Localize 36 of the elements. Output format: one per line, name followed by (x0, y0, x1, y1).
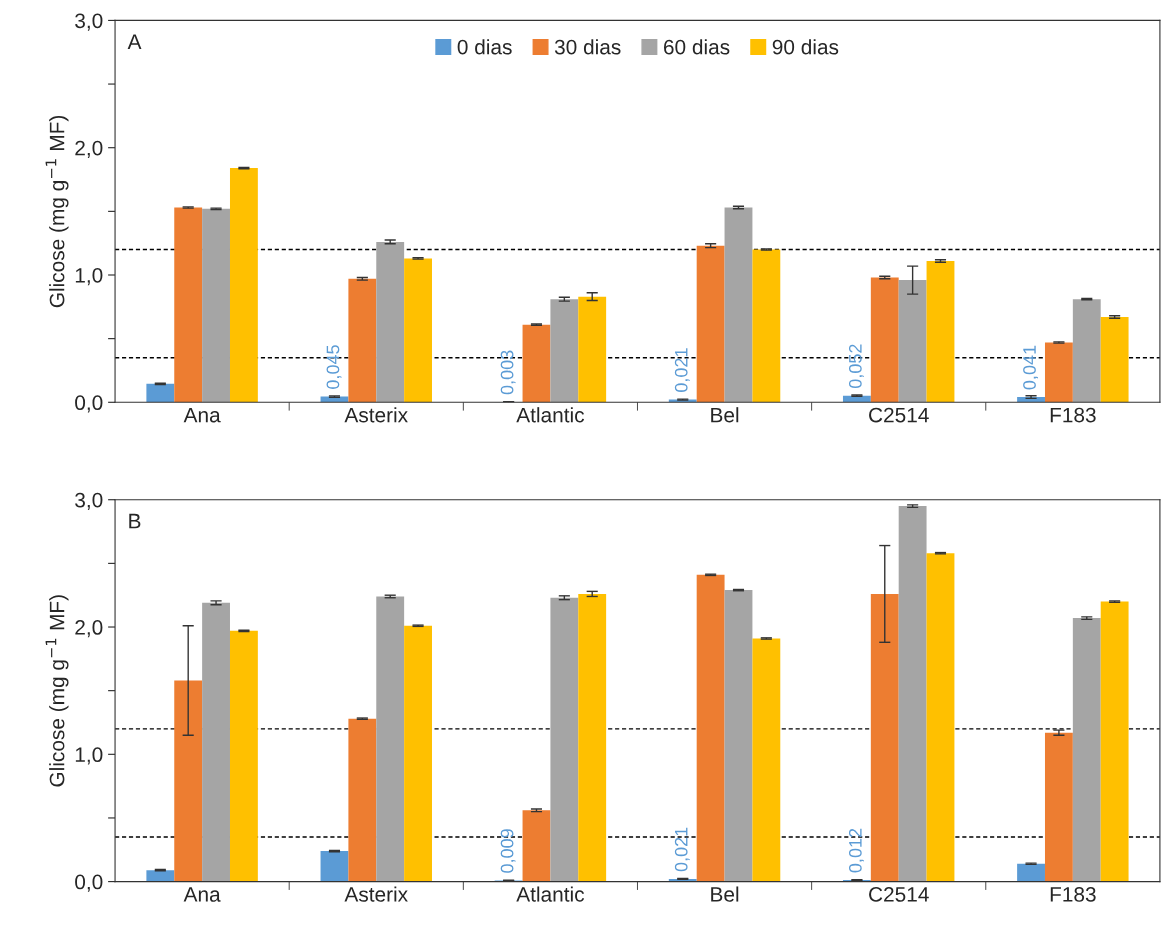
annotation: B (129, 513, 141, 529)
x-tick-label: F183 (1050, 887, 1096, 902)
y-tick-label: 3,0 (75, 13, 103, 31)
y-tick-label: 1,0 (75, 747, 103, 765)
annotation: A (127, 34, 142, 49)
x-tick-label: Ana (183, 887, 221, 902)
x-tick-label: F183 (1050, 407, 1096, 423)
data-label: 0,045 (326, 345, 342, 389)
y-tick-label: 2,0 (75, 140, 103, 158)
x-tick-label: Asterix (344, 886, 408, 902)
data-label: 0,052 (848, 344, 864, 389)
x-tick-label: C2514 (869, 887, 929, 902)
x-tick-label: C2514 (869, 407, 929, 423)
x-tick-label: Atlantic (516, 886, 585, 902)
data-label: 0,021 (674, 348, 690, 392)
x-tick-label: Bel (711, 407, 739, 423)
y-axis-title: Glicose (mg g$^{−1}$ MF) (45, 115, 69, 308)
x-tick-label: Ana (183, 407, 221, 423)
x-tick-label: Atlantic (516, 407, 585, 423)
data-label: 0,003 (500, 350, 516, 395)
y-axis-title: Glicose (mg g$^{−1}$ MF) (45, 595, 69, 787)
x-tick-label: Asterix (344, 407, 408, 423)
x-tick-label: Bel (711, 886, 739, 902)
y-tick-label: 0,0 (75, 395, 103, 413)
data-label: 0,021 (674, 827, 690, 872)
legend-label: 60 dias (664, 39, 730, 55)
legend-label: 30 dias (554, 39, 621, 55)
legend-label: 0 dias (457, 39, 512, 55)
data-label: 0,009 (500, 829, 516, 873)
legend-label: 90 dias (772, 39, 839, 55)
y-tick-label: 2,0 (75, 620, 103, 638)
data-label: 0,041 (1023, 345, 1039, 390)
data-label: 0,012 (848, 828, 864, 873)
y-tick-label: 0,0 (75, 874, 103, 892)
y-tick-label: 1,0 (75, 268, 103, 286)
y-tick-label: 3,0 (75, 492, 103, 510)
